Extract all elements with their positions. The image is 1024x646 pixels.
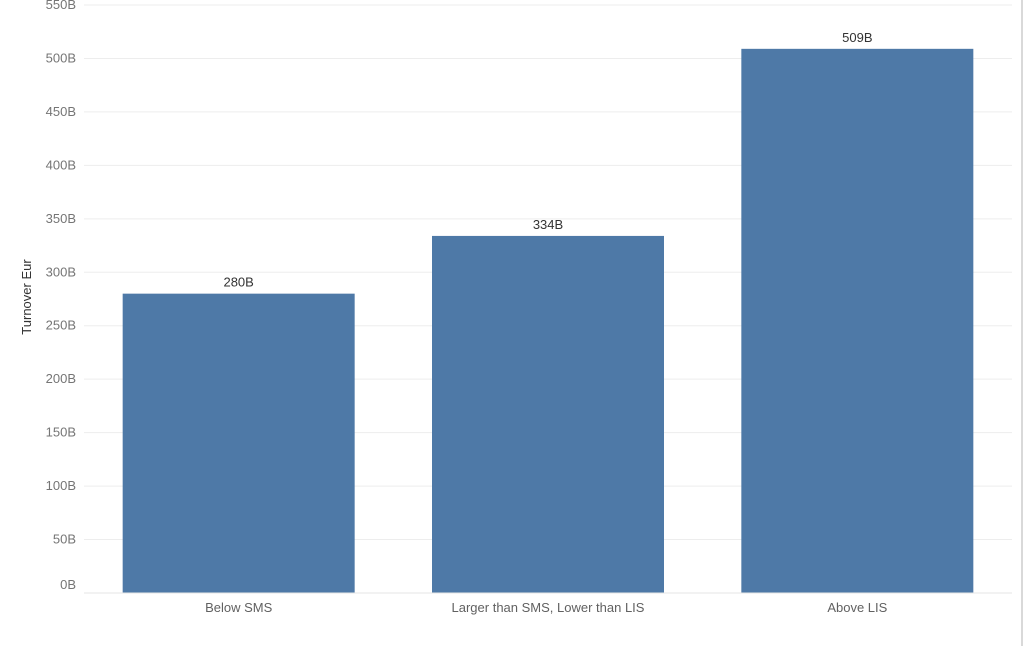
bar	[432, 235, 664, 593]
x-tick-label: Below SMS	[205, 600, 273, 615]
y-tick-label: 50B	[53, 532, 76, 547]
y-tick-label: 300B	[46, 264, 76, 279]
x-axis-ticks: Below SMS Larger than SMS, Lower than LIS…	[205, 600, 888, 615]
bar	[741, 48, 974, 594]
y-tick-label: 150B	[46, 425, 76, 440]
data-label: 509B	[842, 30, 872, 45]
y-tick-label: 550B	[46, 0, 76, 12]
y-tick-label: 350B	[46, 211, 76, 226]
y-tick-label: 0B	[60, 577, 76, 592]
x-tick-label: Larger than SMS, Lower than LIS	[452, 600, 645, 615]
y-tick-label: 100B	[46, 478, 76, 493]
y-tick-label: 200B	[46, 371, 76, 386]
y-tick-label: 400B	[46, 157, 76, 172]
data-label: 334B	[533, 217, 563, 232]
bar	[122, 293, 355, 593]
data-labels: 280B 334B 509B	[223, 30, 872, 290]
y-tick-label: 450B	[46, 104, 76, 119]
y-axis-label: Turnover Eur	[19, 259, 34, 335]
x-tick-label: Above LIS	[827, 600, 887, 615]
y-axis-ticks: 0B 50B 100B 150B 200B 250B 300B 350B 400B 450B 500…	[46, 0, 76, 592]
data-label: 280B	[223, 275, 253, 290]
y-tick-label: 250B	[46, 318, 76, 333]
bars	[122, 48, 974, 594]
y-tick-label: 500B	[46, 50, 76, 65]
